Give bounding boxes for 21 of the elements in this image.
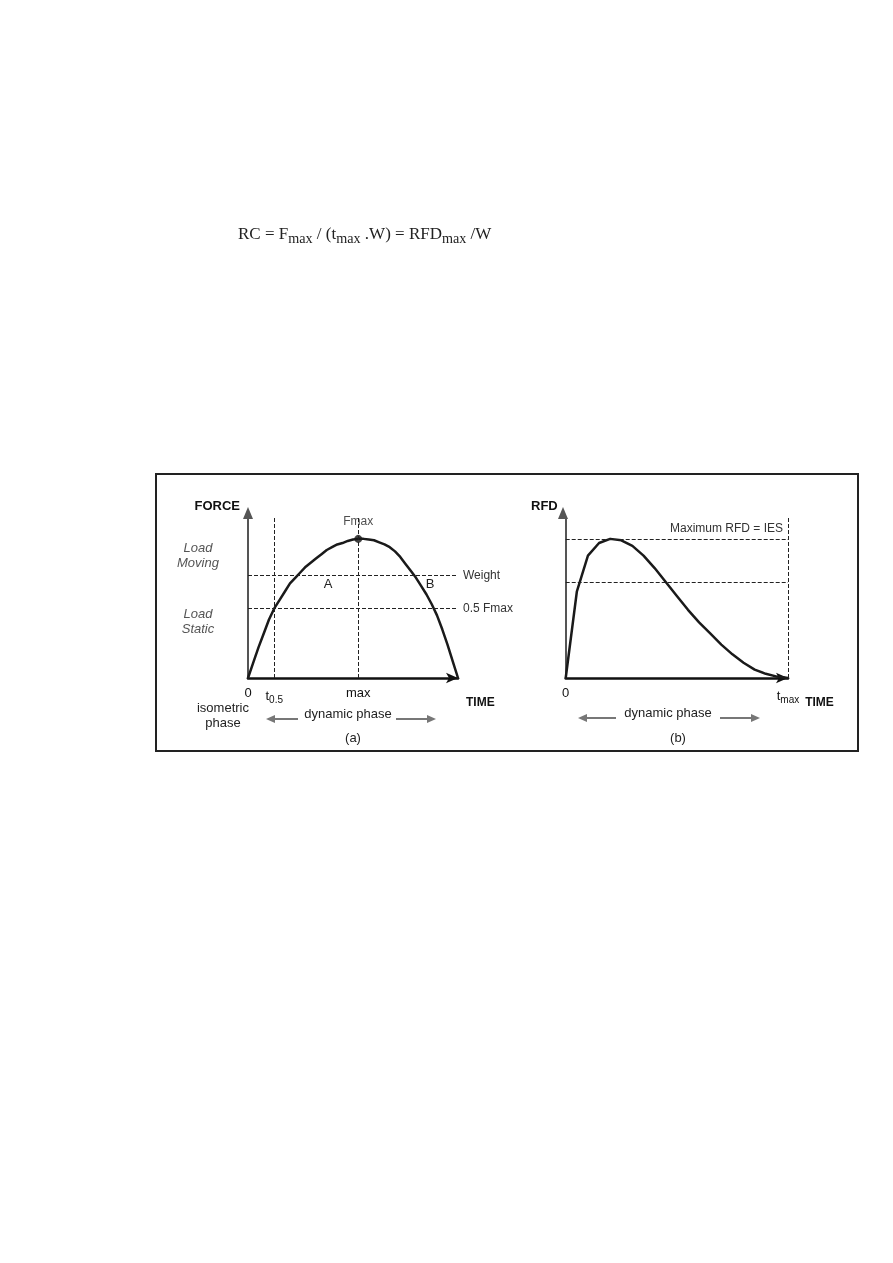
text: RC = F$_{max}$ / (t$_{max}$ .W) = RFD$_{max}$ /W [238, 223, 493, 249]
annotation: Fmax [343, 513, 374, 528]
text: Load Static [180, 606, 216, 636]
x-axis-title: TIME [805, 695, 834, 709]
text: dynamic phase [623, 705, 713, 720]
text: (b) [669, 730, 687, 745]
text: Load Moving [176, 540, 220, 570]
ref-line-label: 0.5 Fmax [463, 601, 514, 616]
text: (a) [344, 730, 362, 745]
text: dynamic phase [303, 706, 393, 721]
x-tick-label: max [345, 685, 372, 700]
x-tick-label: 0 [562, 685, 570, 700]
ref-line-label: Weight [463, 568, 501, 583]
ref-line-label: Maximum RFD = IES [669, 520, 783, 535]
x-axis-title: TIME [466, 695, 495, 709]
x-tick-label: 0 [244, 685, 252, 700]
annotation: B [424, 576, 436, 591]
y-axis-title: FORCE [194, 498, 241, 513]
text: isometric phase [196, 700, 250, 730]
y-axis-title: RFD [531, 498, 558, 513]
annotation: A [322, 576, 334, 591]
